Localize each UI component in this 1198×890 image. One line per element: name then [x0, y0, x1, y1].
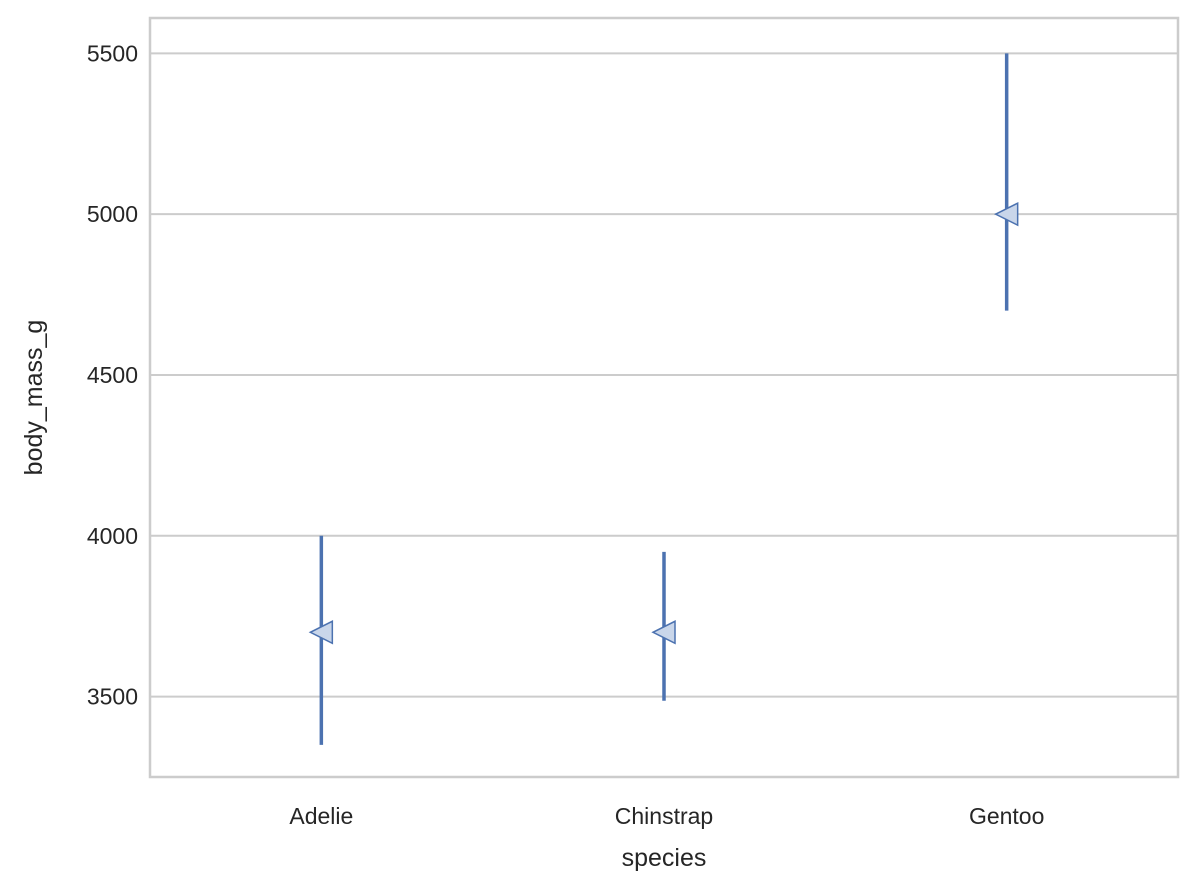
point-markers	[308, 201, 1019, 645]
y-tick-label: 4000	[87, 523, 138, 549]
y-tick-label: 5000	[87, 201, 138, 227]
y-tick-label: 4500	[87, 362, 138, 388]
x-axis-label: species	[622, 844, 707, 872]
x-tick-label: Adelie	[289, 803, 353, 829]
x-tick-label: Chinstrap	[615, 803, 713, 829]
y-axis-label: body_mass_g	[20, 320, 48, 476]
plot-frame	[148, 16, 1180, 779]
error-bars	[319, 53, 1009, 745]
point-marker	[993, 201, 1019, 227]
x-tick-labels: Adelie Chinstrap Gentoo	[289, 803, 1044, 829]
y-tick-label: 5500	[87, 40, 138, 66]
point-marker	[308, 620, 334, 645]
point-marker	[651, 620, 676, 645]
y-tick-labels: 3500 4000 4500 5000 5500	[87, 40, 138, 709]
y-tick-label: 3500	[87, 684, 138, 710]
x-tick-label: Gentoo	[969, 803, 1044, 829]
